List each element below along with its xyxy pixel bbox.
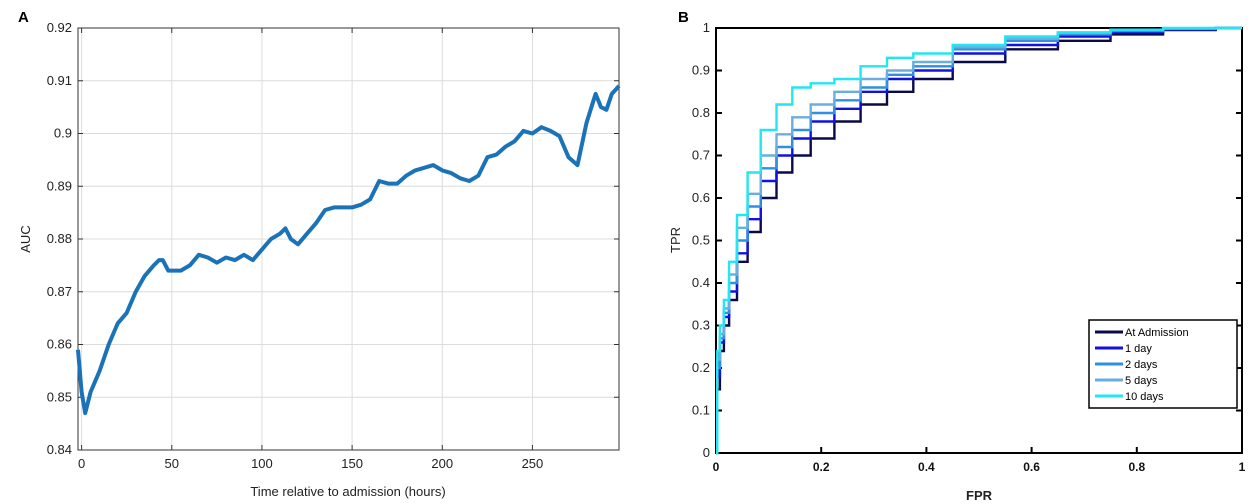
panel-a-letter: A (18, 9, 29, 26)
y-tick-label: 0.8 (692, 105, 710, 120)
x-tick-label: 50 (165, 456, 179, 471)
y-tick-label: 0.86 (47, 337, 72, 352)
y-tick-label: 0.9 (692, 63, 710, 78)
y-tick-label: 0.85 (47, 389, 72, 404)
legend-label: 2 days (1125, 359, 1158, 371)
panel-a-series (76, 84, 621, 416)
panel-b-ylabel: TPR (668, 227, 683, 253)
y-tick-label: 0.88 (47, 231, 72, 246)
roc-line-10-days (716, 26, 1242, 455)
legend-label: 10 days (1125, 391, 1164, 403)
x-tick-label: 1 (1239, 460, 1246, 474)
panel-b-ticks: 0 0.2 0.4 0.6 0.8 1 0 0.1 0.2 0.3 0.4 0.5 0.6 0.7 0.8 0… (692, 20, 1246, 474)
auc-line (76, 84, 621, 416)
panel-a-ylabel: AUC (18, 225, 33, 252)
x-tick-label: 200 (431, 456, 453, 471)
y-tick-label: 0.2 (692, 360, 710, 375)
panel-a-grid (78, 27, 619, 451)
panel-b: B 0 0.2 0.4 0.6 0.8 1 0 0.1 0.2 0.3 0.4 0.5 0.6 0.7 0.… (668, 9, 1246, 503)
x-tick-label: 0.2 (813, 460, 830, 474)
x-tick-label: 0 (78, 456, 85, 471)
y-tick-label: 1 (703, 20, 710, 35)
y-tick-label: 0.1 (692, 403, 710, 418)
panel-a-xlabel: Time relative to admission (hours) (250, 484, 445, 499)
x-tick-label: 150 (341, 456, 363, 471)
panel-b-legend: At Admission 1 day 2 days 5 days 10 days (1088, 319, 1238, 409)
x-tick-label: 100 (251, 456, 273, 471)
y-tick-label: 0.4 (692, 275, 710, 290)
y-tick-label: 0.91 (47, 73, 72, 88)
x-tick-label: 250 (522, 456, 544, 471)
y-tick-label: 0.9 (54, 126, 72, 141)
panel-b-series (716, 26, 1242, 455)
legend-label: 5 days (1125, 375, 1158, 387)
y-tick-label: 0.5 (692, 233, 710, 248)
y-tick-label: 0.89 (47, 178, 72, 193)
y-tick-label: 0.84 (47, 442, 72, 457)
y-tick-label: 0.87 (47, 284, 72, 299)
panel-a-ticks: 0 50 100 150 200 250 0.84 0.85 0.86 0.87 0.88 0.89 0… (47, 20, 619, 471)
legend-label: At Admission (1125, 327, 1189, 339)
panel-b-xlabel: FPR (966, 488, 993, 503)
x-tick-label: 0.8 (1128, 460, 1145, 474)
y-tick-label: 0 (703, 445, 710, 460)
legend-label: 1 day (1125, 343, 1152, 355)
y-tick-label: 0.7 (692, 148, 710, 163)
x-tick-label: 0.6 (1023, 460, 1040, 474)
y-tick-label: 0.6 (692, 190, 710, 205)
panel-a: A 0 50 100 150 200 250 0.84 0.85 0.86 0.87 0.88 0.8… (18, 9, 621, 499)
y-tick-label: 0.3 (692, 318, 710, 333)
y-tick-label: 0.92 (47, 20, 72, 35)
panel-b-letter: B (678, 9, 689, 26)
x-tick-label: 0 (713, 460, 720, 474)
x-tick-label: 0.4 (918, 460, 935, 474)
